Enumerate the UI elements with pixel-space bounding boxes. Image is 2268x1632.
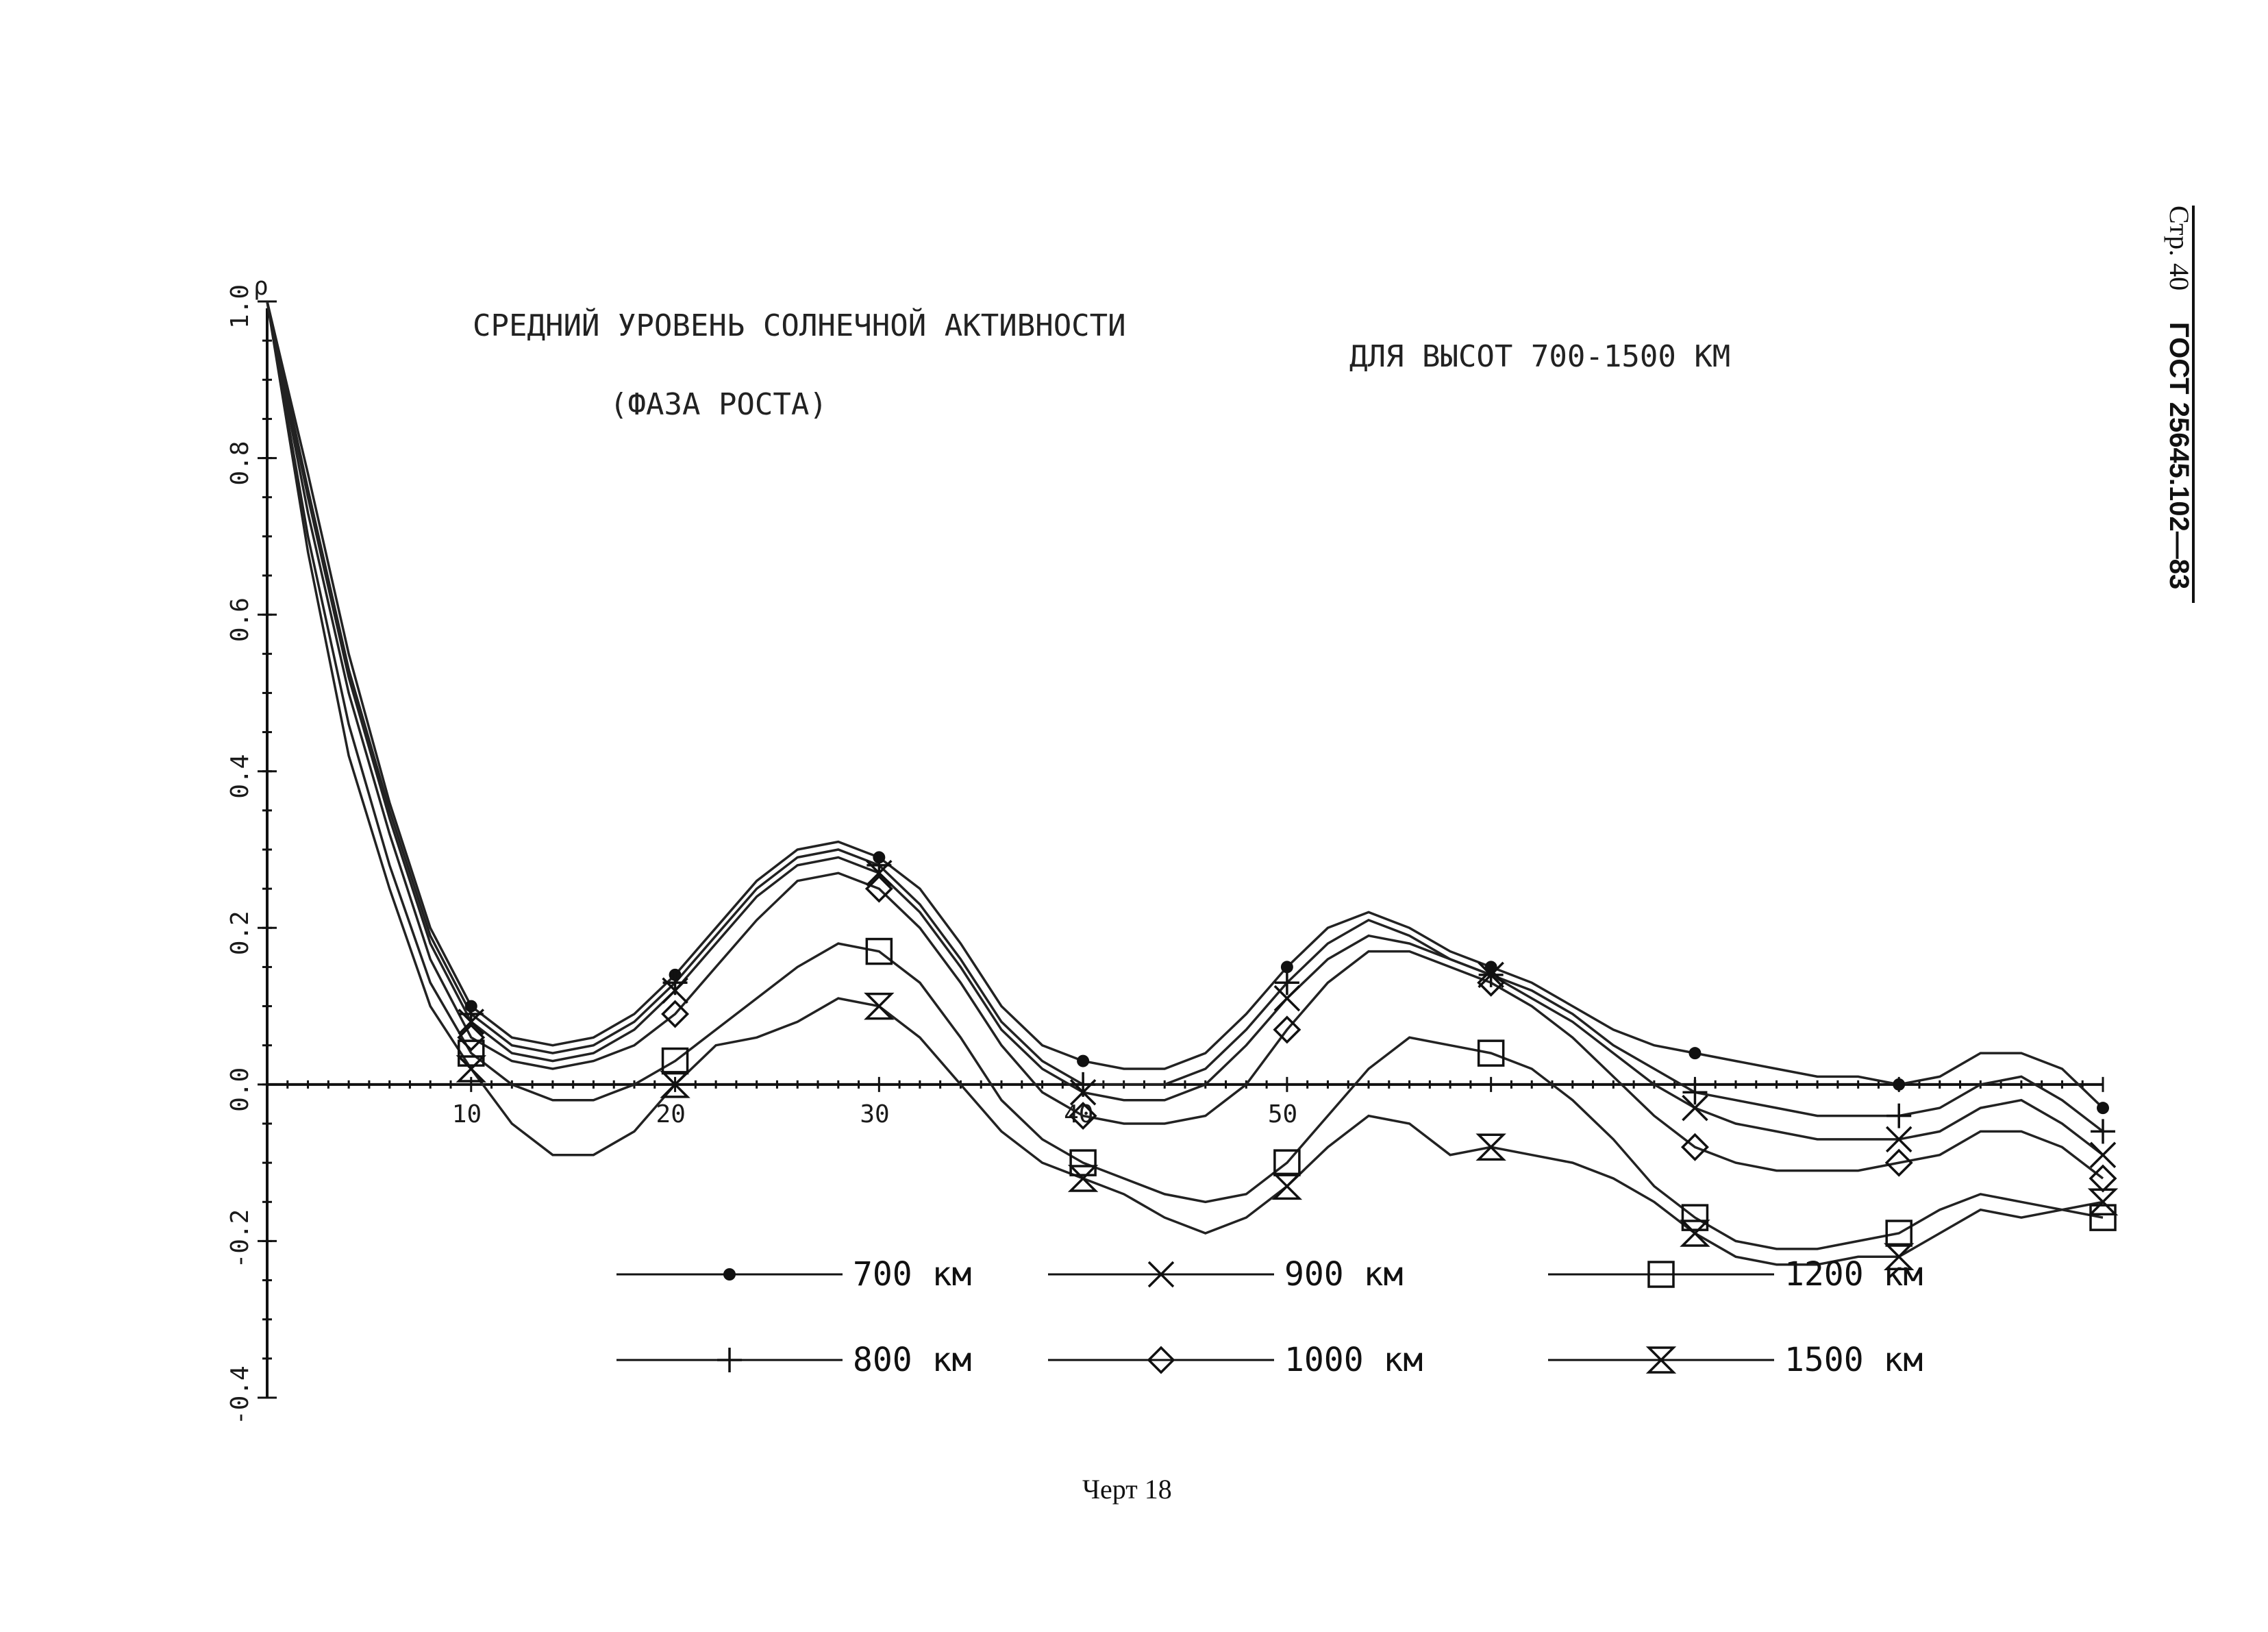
figure-caption: Черт 18 bbox=[1082, 1474, 1172, 1505]
data-point bbox=[661, 1000, 690, 1028]
legend-label: 900 км bbox=[1284, 1255, 1403, 1294]
data-point bbox=[866, 860, 893, 887]
data-point bbox=[1680, 1133, 1709, 1161]
data-point bbox=[864, 874, 893, 903]
data-point bbox=[660, 1071, 690, 1098]
data-point bbox=[458, 1039, 485, 1067]
legend-label: 1500 км bbox=[1784, 1341, 1923, 1379]
data-point bbox=[2089, 1141, 2117, 1168]
data-point bbox=[1682, 1080, 1708, 1105]
data-point bbox=[1067, 1165, 1099, 1192]
y-tick-label: 0.2 bbox=[226, 911, 254, 955]
data-point bbox=[1680, 1220, 1710, 1247]
data-point bbox=[1885, 1126, 1912, 1153]
y-tick-label: 0.6 bbox=[226, 597, 254, 642]
y-tick-label: -0.4 bbox=[226, 1365, 254, 1425]
data-point bbox=[1069, 1102, 1097, 1130]
legend-label: 700 км bbox=[853, 1255, 971, 1294]
data-point bbox=[1069, 1149, 1097, 1176]
data-point bbox=[2097, 1102, 2109, 1115]
y-tick-label: 0.0 bbox=[226, 1067, 254, 1112]
legend-label: 1200 км bbox=[1784, 1255, 1923, 1294]
data-point bbox=[1077, 1054, 1090, 1067]
data-point bbox=[864, 992, 895, 1020]
data-point bbox=[1069, 1079, 1097, 1106]
legend-marker bbox=[717, 1348, 742, 1372]
data-point bbox=[457, 1023, 486, 1052]
data-point bbox=[1273, 1015, 1301, 1044]
series-line bbox=[266, 301, 2104, 1266]
axes: 10 20 30 40 50-0.4-0.20.00.20.40.60.81.0 ρ bbox=[226, 273, 2104, 1425]
standard-code: ГОСТ 25645.102—83 bbox=[2164, 322, 2194, 589]
data-point bbox=[865, 937, 893, 965]
y-tick-label: 1.0 bbox=[226, 284, 254, 329]
data-point bbox=[1274, 970, 1299, 996]
data-point bbox=[662, 977, 688, 1004]
series-group bbox=[266, 301, 2104, 1266]
series-line bbox=[266, 301, 2104, 1133]
data-point bbox=[1688, 1047, 1702, 1060]
markers-group bbox=[456, 851, 2119, 1271]
data-point bbox=[1884, 1148, 1913, 1177]
legend-marker bbox=[723, 1268, 736, 1281]
x-tick-label: 30 bbox=[860, 1100, 889, 1128]
legend-marker bbox=[1147, 1346, 1175, 1374]
legend: 700 км 900 км 1200 км 800 км 1000 км 1500 км bbox=[616, 1255, 1923, 1379]
data-point bbox=[2089, 1204, 2117, 1231]
y-tick-label: 0.4 bbox=[226, 754, 254, 799]
data-point bbox=[1893, 1078, 1906, 1091]
x-tick-label: 20 bbox=[656, 1100, 686, 1128]
data-point bbox=[1886, 1103, 1912, 1128]
y-axis-label: ρ bbox=[253, 273, 269, 301]
data-point bbox=[1682, 1094, 1708, 1122]
data-point bbox=[1477, 968, 1506, 997]
data-point bbox=[2087, 1188, 2119, 1216]
x-tick-label: 50 bbox=[1268, 1100, 1297, 1128]
series-line bbox=[266, 301, 2104, 1109]
y-tick-label: 0.8 bbox=[226, 441, 254, 486]
data-point bbox=[458, 1009, 485, 1035]
series-line bbox=[266, 301, 2104, 1157]
chart-title-right: ДЛЯ ВЫСОТ 700-1500 КМ bbox=[1349, 339, 1730, 374]
series-line bbox=[266, 301, 2104, 1180]
legend-label: 800 км bbox=[853, 1341, 971, 1379]
page-number: Стр. 40 bbox=[2164, 206, 2195, 290]
x-tick-label: 10 bbox=[452, 1100, 482, 1128]
data-point bbox=[1478, 961, 1504, 989]
chart-subtitle: (ФАЗА РОСТА) bbox=[610, 387, 827, 422]
data-point bbox=[1681, 1204, 1709, 1231]
data-point bbox=[456, 1055, 487, 1083]
data-point bbox=[2091, 1119, 2115, 1144]
data-point bbox=[1477, 1039, 1505, 1067]
legend-marker bbox=[1647, 1261, 1675, 1288]
data-point bbox=[1280, 961, 1293, 974]
data-point bbox=[1475, 1133, 1506, 1161]
data-point bbox=[1273, 985, 1301, 1012]
chart-title: СРЕДНИЙ УРОВЕНЬ СОЛНЕЧНОЙ АКТИВНОСТИ bbox=[473, 307, 1126, 343]
page-header: Стр. 40 ГОСТ 25645.102—83 bbox=[2158, 206, 2199, 603]
series-line bbox=[266, 301, 2104, 1250]
legend-marker bbox=[1645, 1346, 1677, 1374]
y-tick-label: -0.2 bbox=[226, 1209, 254, 1269]
legend-label: 1000 км bbox=[1284, 1341, 1423, 1379]
legend-marker bbox=[1147, 1261, 1175, 1288]
data-point bbox=[1883, 1243, 1915, 1271]
data-point bbox=[1271, 1172, 1303, 1200]
